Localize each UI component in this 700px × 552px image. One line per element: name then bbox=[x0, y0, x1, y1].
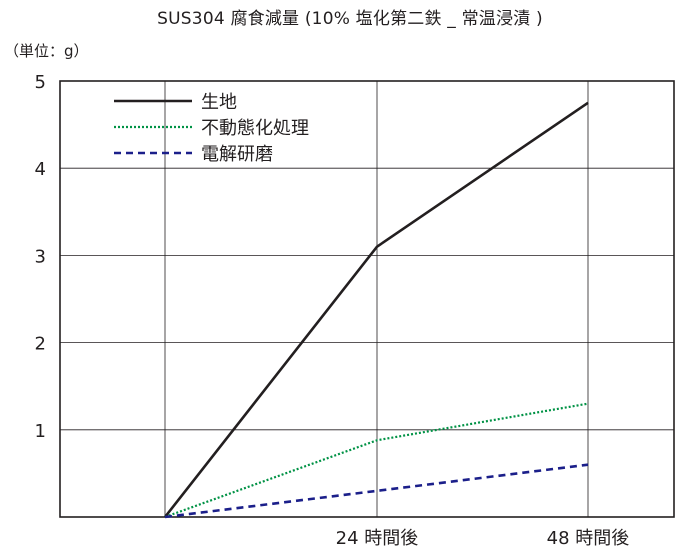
y-axis-unit-label: （単位：g） bbox=[4, 42, 89, 60]
y-tick-label: 2 bbox=[35, 334, 46, 355]
y-tick-label: 1 bbox=[35, 421, 46, 442]
plot-frame bbox=[59, 80, 675, 518]
y-tick-label: 5 bbox=[35, 72, 46, 93]
x-tick-label: 24 時間後 bbox=[336, 528, 419, 549]
legend-label: 生地 bbox=[201, 92, 237, 113]
x-tick-label: 48 時間後 bbox=[547, 528, 630, 549]
series-line bbox=[164, 463, 589, 519]
legend-label: 電解研磨 bbox=[201, 144, 273, 165]
series-line bbox=[163, 101, 589, 518]
chart-title: SUS304 腐食減量 (10% 塩化第二鉄 _ 常温浸漬 ) bbox=[157, 9, 543, 29]
y-tick-label: 3 bbox=[35, 246, 46, 267]
series-line bbox=[164, 402, 589, 519]
y-tick-label: 4 bbox=[35, 159, 46, 180]
legend-label: 不動態化処理 bbox=[201, 118, 309, 139]
